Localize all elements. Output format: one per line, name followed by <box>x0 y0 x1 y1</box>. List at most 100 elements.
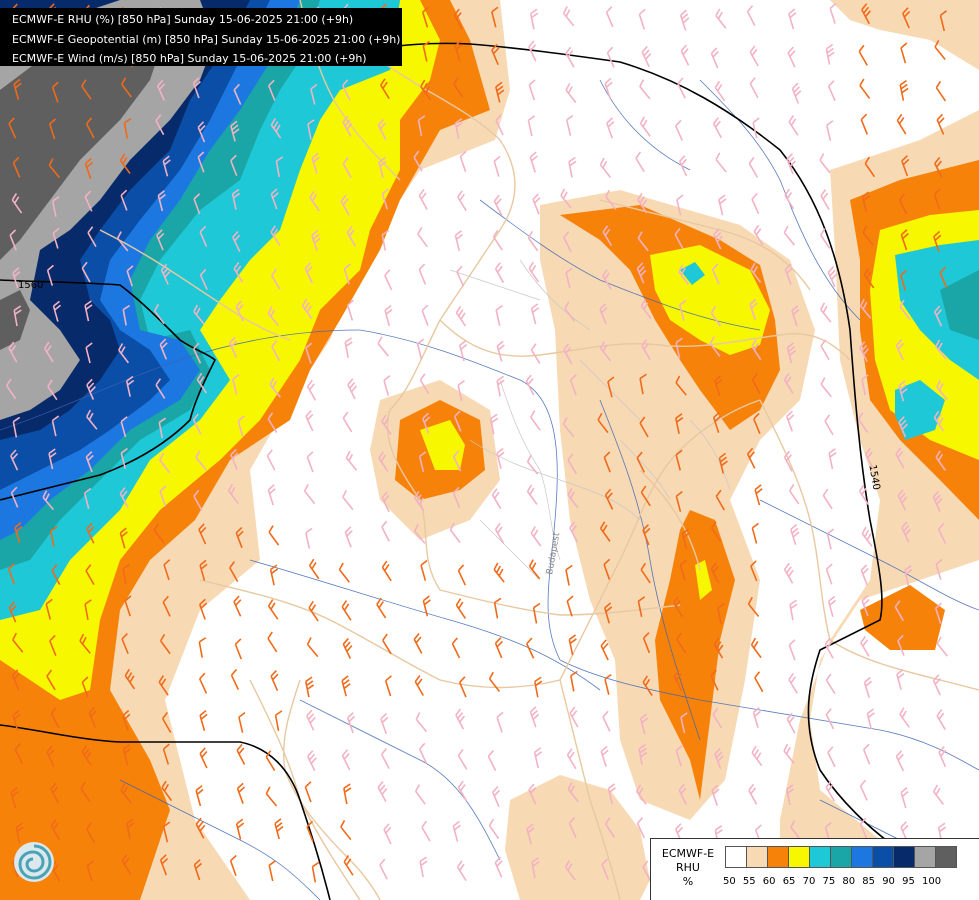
wind-barb <box>642 524 651 546</box>
legend-swatch <box>746 846 768 868</box>
rhu-65-band-stripe <box>695 560 712 600</box>
wind-barb <box>939 10 948 32</box>
wind-barb <box>10 449 19 471</box>
wind-barb <box>605 6 614 28</box>
wind-barb <box>863 676 873 698</box>
wind-barb <box>377 780 388 802</box>
wind-barb <box>343 855 354 876</box>
wind-barb <box>159 338 168 360</box>
wind-barb <box>415 712 428 733</box>
wind-barb <box>342 115 353 137</box>
wind-barb <box>123 117 132 139</box>
wind-barb <box>936 636 948 657</box>
legend-tick-label: 95 <box>902 876 915 887</box>
wind-barb <box>86 378 96 400</box>
wind-barb <box>934 156 943 178</box>
wind-barb <box>938 746 947 768</box>
wind-barb <box>641 45 652 67</box>
wind-barb <box>749 45 759 67</box>
wind-barb <box>452 486 461 509</box>
wind-barb <box>455 598 467 619</box>
wind-barb <box>230 154 238 176</box>
rhu-100-band-b <box>0 290 30 350</box>
wind-barb <box>421 304 429 326</box>
wind-barb <box>193 193 201 215</box>
wind-barb <box>192 77 201 99</box>
wind-barb <box>899 299 911 320</box>
wind-barb <box>718 452 728 474</box>
wind-barb <box>163 559 171 581</box>
wind-barb <box>791 82 802 104</box>
wind-barb <box>935 339 947 360</box>
wind-barb <box>47 379 58 401</box>
wind-barb <box>637 192 648 214</box>
wind-barb <box>458 340 468 362</box>
wind-barb <box>81 79 92 100</box>
wind-barb <box>234 638 243 660</box>
wind-barb <box>788 115 799 136</box>
wind-barb <box>788 483 800 505</box>
wind-barb <box>675 490 683 512</box>
legend-title: ECMWF-E RHU % <box>654 847 722 889</box>
wind-barb <box>532 602 541 624</box>
wind-barb <box>12 156 21 178</box>
legend-title-model: ECMWF-E <box>661 847 715 860</box>
wind-barb <box>6 378 17 400</box>
legend-tick-label: 55 <box>742 876 756 887</box>
wind-barb <box>491 6 499 28</box>
wind-barb <box>933 230 942 252</box>
wind-barb <box>488 818 500 840</box>
wind-barb <box>231 188 241 210</box>
wind-barb <box>564 860 576 881</box>
wind-barb <box>748 156 759 178</box>
wind-barb <box>162 155 171 177</box>
rhu-75-band-right <box>940 270 979 340</box>
wind-barb <box>46 264 54 286</box>
wind-barb <box>51 415 60 437</box>
wind-barb <box>121 632 129 655</box>
wind-barb <box>422 595 431 617</box>
wind-barb <box>156 229 165 251</box>
wind-barb <box>933 305 943 327</box>
legend-swatch <box>851 846 873 868</box>
contour-label-1540: 1540 <box>866 464 881 491</box>
wind-barb <box>311 229 321 251</box>
wind-barb <box>15 822 24 844</box>
wind-barb <box>866 708 875 730</box>
wind-barb <box>899 79 909 101</box>
contour-label-1560: 1560 <box>18 280 43 291</box>
wind-barb <box>565 267 573 289</box>
wind-barb <box>452 820 461 842</box>
wind-barb <box>864 447 874 469</box>
wind-barb <box>119 527 128 549</box>
wind-barb <box>495 81 505 103</box>
wind-barb <box>859 779 868 801</box>
wind-barb <box>560 188 572 209</box>
wind-barb <box>306 379 317 401</box>
wind-barb <box>528 783 537 805</box>
wind-barb <box>637 231 649 252</box>
wind-barb <box>494 262 505 284</box>
wind-barb <box>860 113 869 135</box>
legend-tick-label: 65 <box>782 876 796 887</box>
wind-barb <box>419 373 430 395</box>
wind-barb <box>414 491 425 512</box>
wind-barb <box>79 633 91 654</box>
wind-barb <box>751 339 762 361</box>
wind-barb <box>122 744 132 766</box>
wind-barb <box>597 412 609 434</box>
wind-barb <box>599 341 612 362</box>
legend-swatch <box>830 846 852 868</box>
wind-barb <box>939 266 948 288</box>
legend-swatch <box>809 846 831 868</box>
wind-barb <box>675 413 684 434</box>
wind-barb <box>604 488 614 510</box>
wind-barb <box>384 269 393 291</box>
wind-barb <box>229 854 237 877</box>
wind-barb <box>494 637 503 659</box>
wind-barb <box>304 676 315 698</box>
wind-barb <box>8 563 15 585</box>
wind-barb <box>8 601 17 623</box>
wind-barb <box>676 194 684 216</box>
wind-barb <box>347 378 357 400</box>
